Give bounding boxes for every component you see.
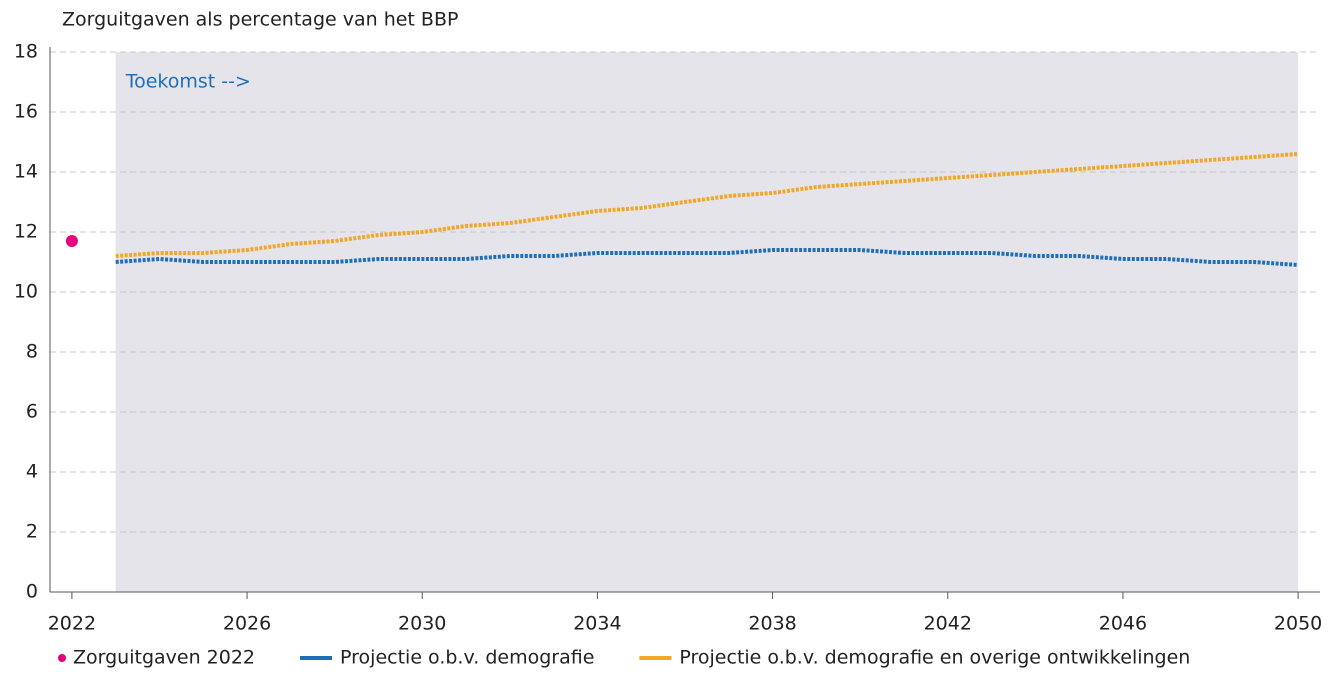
annotation: Toekomst --> xyxy=(125,71,251,93)
x-tick-label: 2034 xyxy=(573,613,621,635)
x-tick-label: 2042 xyxy=(924,613,972,635)
x-tick-label: 2022 xyxy=(48,613,96,635)
y-tick-label: 10 xyxy=(14,281,38,303)
legend-marker xyxy=(58,654,66,662)
y-tick-label: 8 xyxy=(26,341,38,363)
y-tick-label: 16 xyxy=(14,101,38,123)
legend-label: Projectie o.b.v. demografie xyxy=(340,647,594,669)
series-line xyxy=(115,248,1299,267)
y-tick-label: 4 xyxy=(26,461,38,483)
y-tick-label: 6 xyxy=(26,401,38,423)
y-tick-label: 12 xyxy=(14,221,38,243)
x-tick-label: 2050 xyxy=(1274,613,1322,635)
y-tick-label: 14 xyxy=(14,161,38,183)
y-tick-label: 2 xyxy=(26,521,38,543)
x-tick-label: 2026 xyxy=(223,613,271,635)
x-tick-label: 2030 xyxy=(398,613,446,635)
series-line xyxy=(115,152,1299,258)
x-tick-label: 2038 xyxy=(748,613,796,635)
y-tick-label: 0 xyxy=(26,581,38,603)
x-tick-label: 2046 xyxy=(1099,613,1147,635)
chart-title: Zorguitgaven als percentage van het BBP xyxy=(62,9,458,31)
legend-label: Zorguitgaven 2022 xyxy=(73,647,255,669)
shaded-region xyxy=(115,52,1299,592)
data-point xyxy=(65,235,78,247)
legend-label: Projectie o.b.v. demografie en overige o… xyxy=(679,647,1190,669)
y-tick-label: 18 xyxy=(14,41,38,63)
